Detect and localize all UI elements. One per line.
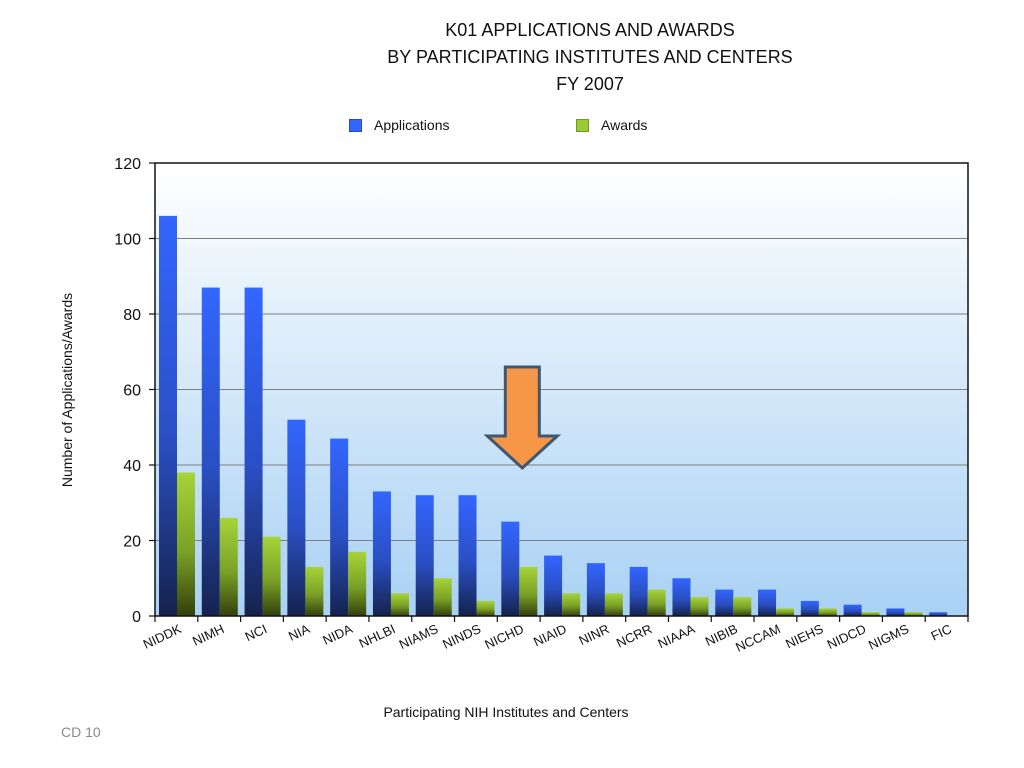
bar-applications-nhlbi bbox=[372, 491, 391, 616]
bar-awards-nichd bbox=[519, 566, 538, 616]
chart-legend: Applications Awards bbox=[0, 117, 1024, 137]
x-tick-label-ninds: NINDS bbox=[440, 621, 483, 652]
legend-label-applications: Applications bbox=[374, 117, 450, 133]
x-tick-label-nccam: NCCAM bbox=[733, 621, 783, 655]
x-tick-label-ncrr: NCRR bbox=[614, 621, 654, 650]
chart-title-line-2: BY PARTICIPATING INSTITUTES AND CENTERS bbox=[387, 47, 793, 67]
bar-applications-ninds bbox=[458, 495, 477, 616]
bar-awards-nccam bbox=[776, 608, 795, 616]
bar-awards-niaid bbox=[562, 593, 581, 616]
bar-awards-niams bbox=[433, 578, 452, 616]
x-tick-label-niams: NIAMS bbox=[397, 621, 441, 652]
bar-applications-niaid bbox=[544, 555, 563, 616]
y-tick-label: 120 bbox=[114, 156, 141, 173]
bar-awards-nida bbox=[348, 551, 367, 616]
bar-awards-niaaa bbox=[690, 597, 709, 616]
x-tick-label-nidcd: NIDCD bbox=[825, 621, 869, 652]
y-axis-label: Number of Applications/Awards bbox=[59, 292, 75, 488]
bar-applications-ncrr bbox=[629, 566, 648, 616]
x-tick-label-nida: NIDA bbox=[320, 621, 355, 648]
x-tick-label-fic: FIC bbox=[929, 621, 954, 643]
slide-number: CD 10 bbox=[61, 724, 101, 740]
y-tick-label: 20 bbox=[123, 534, 141, 551]
legend-label-awards: Awards bbox=[601, 117, 648, 133]
bar-awards-niddk bbox=[177, 472, 195, 616]
chart-title: K01 APPLICATIONS AND AWARDS BY PARTICIPA… bbox=[0, 17, 1024, 98]
x-tick-label-niddk: NIDDK bbox=[141, 621, 184, 652]
bar-awards-nibib bbox=[733, 597, 752, 616]
bar-awards-nci bbox=[262, 536, 281, 616]
bar-awards-nigms bbox=[904, 612, 923, 616]
bar-applications-ninr bbox=[586, 563, 605, 616]
bar-applications-fic bbox=[929, 612, 948, 616]
axes bbox=[149, 162, 969, 622]
bar-awards-nhlbi bbox=[390, 593, 409, 616]
y-tick-label: 80 bbox=[123, 307, 141, 324]
x-axis-label: Participating NIH Institutes and Centers bbox=[383, 704, 629, 720]
chart-title-line-1: K01 APPLICATIONS AND AWARDS bbox=[445, 20, 735, 40]
x-tick-label-nhlbi: NHLBI bbox=[357, 621, 398, 651]
bar-awards-ninr bbox=[604, 593, 623, 616]
x-tick-label-nia: NIA bbox=[286, 621, 312, 644]
bar-applications-nibib bbox=[715, 589, 734, 616]
x-tick-label-niehs: NIEHS bbox=[783, 621, 826, 652]
legend-item-applications: Applications bbox=[349, 117, 450, 133]
bars bbox=[159, 215, 948, 616]
bar-awards-niehs bbox=[818, 608, 837, 616]
bar-applications-niehs bbox=[800, 600, 819, 616]
bar-applications-nia bbox=[287, 419, 306, 616]
bar-awards-nimh bbox=[219, 517, 238, 616]
annotation-arrow bbox=[483, 365, 562, 471]
legend-swatch-awards bbox=[576, 118, 589, 132]
x-tick-label-nigms: NIGMS bbox=[866, 621, 911, 653]
y-tick-label: 60 bbox=[123, 383, 141, 400]
y-tick-label: 40 bbox=[123, 458, 141, 475]
bar-awards-ncrr bbox=[647, 589, 666, 616]
bar-applications-nigms bbox=[886, 608, 905, 616]
bar-awards-ninds bbox=[476, 600, 495, 616]
legend-item-awards: Awards bbox=[576, 117, 647, 133]
y-tick-label: 0 bbox=[132, 609, 141, 626]
x-tick-label-niaid: NIAID bbox=[531, 621, 569, 649]
y-tick-label: 100 bbox=[114, 232, 141, 249]
bar-applications-nci bbox=[244, 287, 263, 616]
bar-applications-niddk bbox=[159, 215, 177, 616]
bar-applications-nidcd bbox=[843, 604, 862, 616]
y-tick-labels: 0 20 40 60 80 100 120 bbox=[114, 156, 141, 626]
x-tick-label-nci: NCI bbox=[243, 621, 270, 644]
bar-applications-nida bbox=[330, 438, 349, 616]
x-tick-label-nimh: NIMH bbox=[190, 621, 226, 649]
legend-swatch-applications bbox=[349, 118, 362, 132]
x-tick-label-niaaa: NIAAA bbox=[655, 621, 697, 651]
x-tick-label-ninr: NINR bbox=[576, 621, 611, 648]
x-tick-label-nichd: NICHD bbox=[482, 621, 526, 652]
bar-applications-nimh bbox=[201, 287, 220, 616]
bar-applications-niams bbox=[415, 495, 434, 616]
bar-applications-nccam bbox=[758, 589, 777, 616]
chart-title-line-3: FY 2007 bbox=[556, 74, 624, 94]
x-tick-labels: NIDDK NIMH NCI NIA NIDA NHLBI NIAMS NINDS NICHD N… bbox=[141, 621, 954, 655]
bar-applications-niaaa bbox=[672, 578, 691, 616]
bar-awards-nidcd bbox=[861, 612, 880, 616]
down-arrow-shape bbox=[483, 365, 562, 471]
bar-applications-nichd bbox=[501, 521, 520, 616]
bar-awards-nia bbox=[305, 566, 324, 616]
